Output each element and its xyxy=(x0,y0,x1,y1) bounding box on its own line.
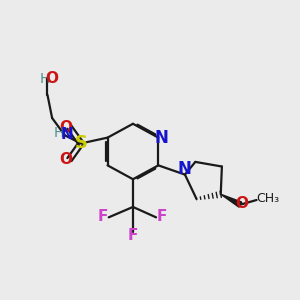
Text: F: F xyxy=(128,228,138,243)
Text: S: S xyxy=(74,134,88,152)
Text: O: O xyxy=(59,120,72,135)
Text: N: N xyxy=(61,127,74,142)
Text: F: F xyxy=(157,209,167,224)
Text: N: N xyxy=(178,160,192,178)
Text: O: O xyxy=(235,196,248,211)
Text: H: H xyxy=(53,127,64,140)
Text: O: O xyxy=(59,152,72,167)
Text: CH₃: CH₃ xyxy=(256,192,280,206)
Text: H: H xyxy=(40,72,50,86)
Text: O: O xyxy=(45,71,58,86)
Text: N: N xyxy=(155,129,169,147)
Polygon shape xyxy=(221,194,242,207)
Text: F: F xyxy=(98,209,108,224)
